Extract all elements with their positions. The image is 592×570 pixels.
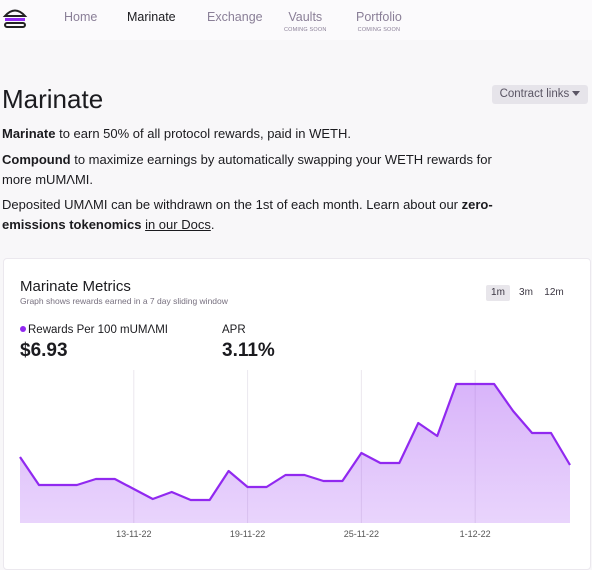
nav-link[interactable]: Vaults COMING SOON	[284, 10, 327, 33]
nav-note: COMING SOON	[284, 27, 327, 33]
chart-subtitle: Graph shows rewards earned in a 7 day sl…	[20, 296, 228, 306]
x-tick-label: 19-11-22	[230, 529, 265, 539]
range-button[interactable]: 3m	[519, 287, 533, 298]
nav-note: COMING SOON	[357, 27, 401, 33]
text: to earn 50% of all protocol rewards, pai…	[55, 126, 351, 141]
docs-link[interactable]: in our Docs	[145, 217, 211, 232]
range-button[interactable]: 12m	[544, 287, 564, 298]
line	[19, 382, 571, 502]
nav-label: Vaults	[288, 10, 323, 24]
logo[interactable]	[2, 6, 28, 30]
text: Deposited UMΛMI can be withdrawn on the …	[2, 197, 462, 212]
nav-label: Portfolio	[356, 10, 402, 24]
legend-label: Rewards Per 100 mUMΛMI	[28, 324, 168, 336]
nav-link[interactable]: Home	[64, 10, 98, 24]
nav-bar: Home Marinate Exchange Vaults COMING SOON…	[0, 0, 592, 40]
area	[20, 384, 570, 523]
paragraph: Deposited UMΛMI can be withdrawn on the …	[2, 195, 527, 235]
stat-label: APR	[222, 324, 246, 336]
stat-value: $6.93	[20, 340, 68, 361]
button-label: Contract links	[499, 88, 570, 100]
legend-dot	[20, 326, 26, 332]
stat-label: Rewards Per 100 mUMΛMI	[20, 324, 168, 336]
text: .	[210, 217, 215, 232]
text: to maximize earnings by automatically sw…	[2, 152, 492, 187]
bold-text: zero-emissions tokenomics	[2, 197, 493, 232]
contract-button[interactable]: Contract links	[492, 85, 588, 104]
bold-text: Compound	[2, 152, 71, 167]
nav-link[interactable]: Portfolio COMING SOON	[356, 10, 402, 33]
chart-title: Marinate Metrics	[20, 278, 131, 295]
chart: 13-11-22 19-11-22 25-11-22 1-12-22	[19, 370, 571, 539]
caret	[572, 91, 581, 96]
x-tick-label: 25-11-22	[344, 529, 379, 539]
paragraph: Compound to maximize earnings by automat…	[2, 150, 522, 190]
x-tick-label: 1-12-22	[460, 529, 491, 539]
x-tick-label: 13-11-22	[116, 529, 151, 539]
range-button[interactable]: 1m	[486, 285, 510, 301]
paragraph: Marinate to earn 50% of all protocol rew…	[2, 124, 542, 144]
nav-link[interactable]: Exchange	[207, 10, 263, 24]
stat-value: 3.11%	[222, 340, 275, 361]
bold-text: Marinate	[2, 126, 56, 141]
page-title: Marinate	[2, 84, 104, 114]
nav-link[interactable]: Marinate	[127, 10, 176, 24]
